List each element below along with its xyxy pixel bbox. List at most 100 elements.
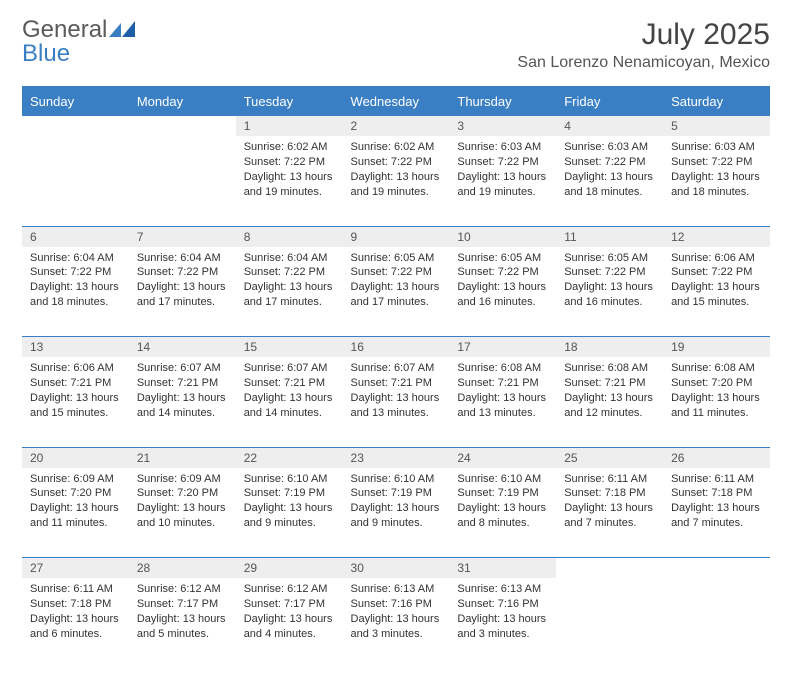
- sunset-line: Sunset: 7:22 PM: [564, 155, 655, 170]
- sunset-line: Sunset: 7:22 PM: [564, 265, 655, 280]
- logo-text: General Blue: [22, 18, 135, 66]
- empty-cell: [663, 578, 770, 668]
- weekday-header-row: SundayMondayTuesdayWednesdayThursdayFrid…: [22, 88, 770, 116]
- daylight-line: Daylight: 13 hours and 5 minutes.: [137, 612, 228, 642]
- sunrise-line: Sunrise: 6:09 AM: [30, 472, 121, 487]
- daylight-line: Daylight: 13 hours and 10 minutes.: [137, 501, 228, 531]
- sunset-line: Sunset: 7:21 PM: [351, 376, 442, 391]
- daylight-line: Daylight: 13 hours and 14 minutes.: [244, 391, 335, 421]
- sunrise-line: Sunrise: 6:08 AM: [564, 361, 655, 376]
- daylight-line: Daylight: 13 hours and 17 minutes.: [244, 280, 335, 310]
- daylight-line: Daylight: 13 hours and 7 minutes.: [671, 501, 762, 531]
- daylight-line: Daylight: 13 hours and 18 minutes.: [564, 170, 655, 200]
- day-number-row: 6789101112: [22, 226, 770, 247]
- sunset-line: Sunset: 7:17 PM: [137, 597, 228, 612]
- title-block: July 2025 San Lorenzo Nenamicoyan, Mexic…: [517, 18, 770, 76]
- daylight-line: Daylight: 13 hours and 15 minutes.: [30, 391, 121, 421]
- sunset-line: Sunset: 7:22 PM: [671, 265, 762, 280]
- sunset-line: Sunset: 7:19 PM: [244, 486, 335, 501]
- sunrise-line: Sunrise: 6:06 AM: [671, 251, 762, 266]
- sunrise-line: Sunrise: 6:04 AM: [137, 251, 228, 266]
- daylight-line: Daylight: 13 hours and 14 minutes.: [137, 391, 228, 421]
- logo-word1: General: [22, 16, 107, 43]
- day-content-row: Sunrise: 6:02 AMSunset: 7:22 PMDaylight:…: [22, 136, 770, 226]
- day-cell: Sunrise: 6:03 AMSunset: 7:22 PMDaylight:…: [449, 136, 556, 226]
- day-content-row: Sunrise: 6:04 AMSunset: 7:22 PMDaylight:…: [22, 247, 770, 337]
- header: General Blue July 2025 San Lorenzo Nenam…: [22, 18, 770, 76]
- day-cell: Sunrise: 6:10 AMSunset: 7:19 PMDaylight:…: [236, 468, 343, 558]
- sunset-line: Sunset: 7:21 PM: [244, 376, 335, 391]
- sunset-line: Sunset: 7:17 PM: [244, 597, 335, 612]
- day-cell: Sunrise: 6:12 AMSunset: 7:17 PMDaylight:…: [236, 578, 343, 668]
- daylight-line: Daylight: 13 hours and 9 minutes.: [244, 501, 335, 531]
- daylight-line: Daylight: 13 hours and 19 minutes.: [457, 170, 548, 200]
- daylight-line: Daylight: 13 hours and 4 minutes.: [244, 612, 335, 642]
- sunset-line: Sunset: 7:20 PM: [671, 376, 762, 391]
- daylight-line: Daylight: 13 hours and 11 minutes.: [30, 501, 121, 531]
- day-number: 14: [129, 337, 236, 358]
- weekday-header: Wednesday: [343, 88, 450, 116]
- day-number: 10: [449, 226, 556, 247]
- day-number: 24: [449, 447, 556, 468]
- day-number: 11: [556, 226, 663, 247]
- sunset-line: Sunset: 7:21 PM: [457, 376, 548, 391]
- sunset-line: Sunset: 7:22 PM: [457, 265, 548, 280]
- day-cell: Sunrise: 6:10 AMSunset: 7:19 PMDaylight:…: [449, 468, 556, 558]
- page-title: July 2025: [517, 18, 770, 52]
- daylight-line: Daylight: 13 hours and 12 minutes.: [564, 391, 655, 421]
- empty-cell: [129, 136, 236, 226]
- day-number-row: 13141516171819: [22, 337, 770, 358]
- day-cell: Sunrise: 6:03 AMSunset: 7:22 PMDaylight:…: [556, 136, 663, 226]
- sunrise-line: Sunrise: 6:12 AM: [137, 582, 228, 597]
- day-cell: Sunrise: 6:08 AMSunset: 7:21 PMDaylight:…: [449, 357, 556, 447]
- empty-cell: [22, 136, 129, 226]
- day-number-row: 2728293031: [22, 558, 770, 579]
- daylight-line: Daylight: 13 hours and 15 minutes.: [671, 280, 762, 310]
- day-number: 9: [343, 226, 450, 247]
- day-cell: Sunrise: 6:05 AMSunset: 7:22 PMDaylight:…: [556, 247, 663, 337]
- day-number: 26: [663, 447, 770, 468]
- sunrise-line: Sunrise: 6:10 AM: [244, 472, 335, 487]
- sunset-line: Sunset: 7:22 PM: [671, 155, 762, 170]
- daylight-line: Daylight: 13 hours and 16 minutes.: [564, 280, 655, 310]
- sunset-line: Sunset: 7:22 PM: [457, 155, 548, 170]
- day-cell: Sunrise: 6:04 AMSunset: 7:22 PMDaylight:…: [236, 247, 343, 337]
- daylight-line: Daylight: 13 hours and 11 minutes.: [671, 391, 762, 421]
- day-cell: Sunrise: 6:04 AMSunset: 7:22 PMDaylight:…: [22, 247, 129, 337]
- day-cell: Sunrise: 6:11 AMSunset: 7:18 PMDaylight:…: [556, 468, 663, 558]
- sunrise-line: Sunrise: 6:10 AM: [457, 472, 548, 487]
- empty-cell: [129, 116, 236, 137]
- day-number: 22: [236, 447, 343, 468]
- day-content-row: Sunrise: 6:06 AMSunset: 7:21 PMDaylight:…: [22, 357, 770, 447]
- day-number: 17: [449, 337, 556, 358]
- sunrise-line: Sunrise: 6:10 AM: [351, 472, 442, 487]
- day-cell: Sunrise: 6:09 AMSunset: 7:20 PMDaylight:…: [129, 468, 236, 558]
- sunset-line: Sunset: 7:20 PM: [30, 486, 121, 501]
- weekday-header: Saturday: [663, 88, 770, 116]
- day-cell: Sunrise: 6:08 AMSunset: 7:21 PMDaylight:…: [556, 357, 663, 447]
- sunset-line: Sunset: 7:22 PM: [351, 265, 442, 280]
- day-cell: Sunrise: 6:03 AMSunset: 7:22 PMDaylight:…: [663, 136, 770, 226]
- sunset-line: Sunset: 7:21 PM: [30, 376, 121, 391]
- day-number: 20: [22, 447, 129, 468]
- sunset-line: Sunset: 7:18 PM: [671, 486, 762, 501]
- sunrise-line: Sunrise: 6:13 AM: [457, 582, 548, 597]
- sunrise-line: Sunrise: 6:13 AM: [351, 582, 442, 597]
- sunrise-line: Sunrise: 6:03 AM: [457, 140, 548, 155]
- weekday-header: Friday: [556, 88, 663, 116]
- day-number: 29: [236, 558, 343, 579]
- sunset-line: Sunset: 7:22 PM: [244, 265, 335, 280]
- location-text: San Lorenzo Nenamicoyan, Mexico: [517, 54, 770, 72]
- sunrise-line: Sunrise: 6:07 AM: [244, 361, 335, 376]
- daylight-line: Daylight: 13 hours and 18 minutes.: [30, 280, 121, 310]
- daylight-line: Daylight: 13 hours and 7 minutes.: [564, 501, 655, 531]
- logo-word2: Blue: [22, 40, 70, 67]
- daylight-line: Daylight: 13 hours and 16 minutes.: [457, 280, 548, 310]
- day-number: 16: [343, 337, 450, 358]
- empty-cell: [663, 558, 770, 579]
- weekday-header: Sunday: [22, 88, 129, 116]
- day-number: 27: [22, 558, 129, 579]
- day-cell: Sunrise: 6:06 AMSunset: 7:22 PMDaylight:…: [663, 247, 770, 337]
- day-cell: Sunrise: 6:07 AMSunset: 7:21 PMDaylight:…: [236, 357, 343, 447]
- day-cell: Sunrise: 6:07 AMSunset: 7:21 PMDaylight:…: [343, 357, 450, 447]
